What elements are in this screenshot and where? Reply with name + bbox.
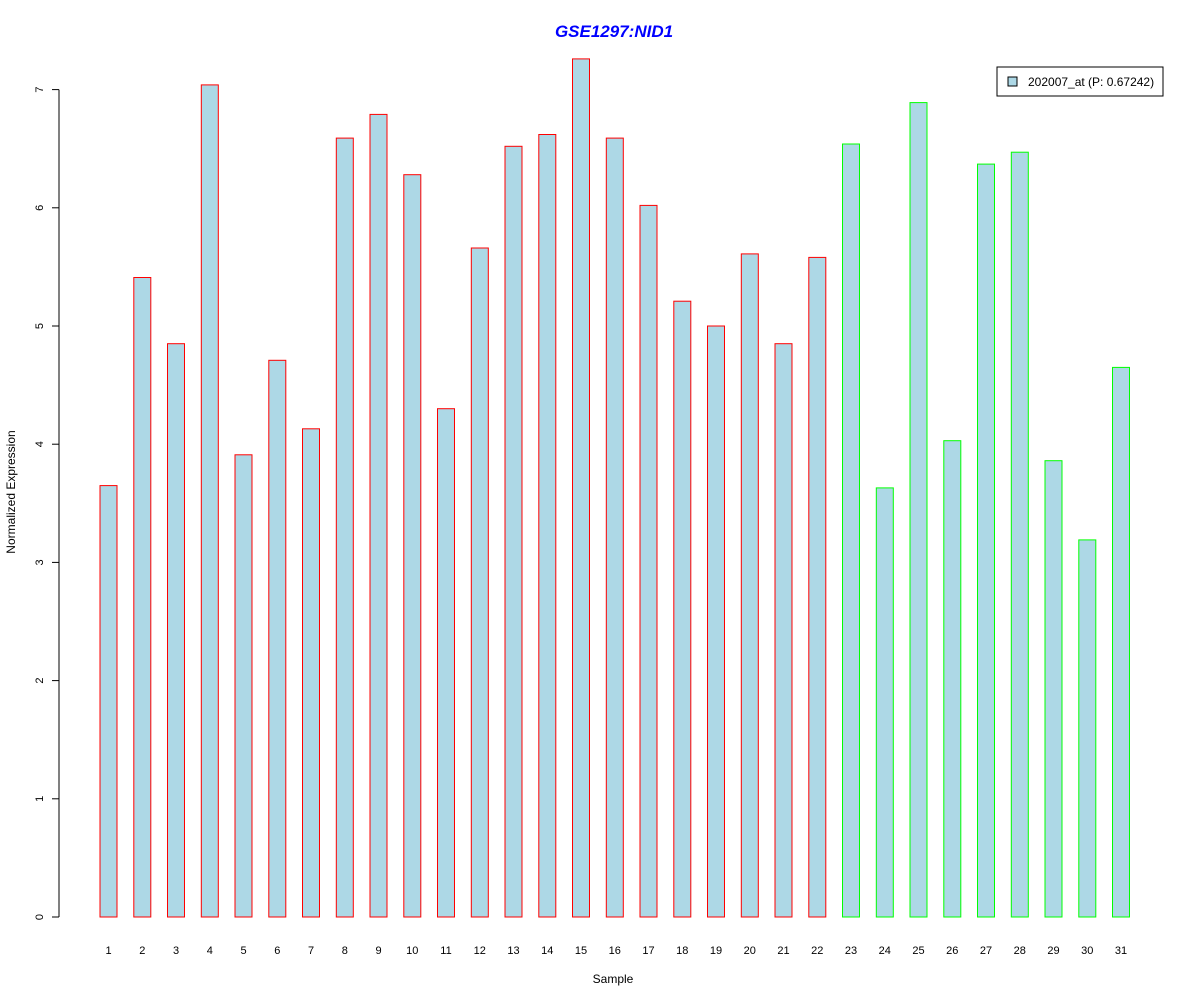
x-tick-label: 13 xyxy=(507,945,519,957)
x-tick-label: 23 xyxy=(845,945,857,957)
bar-sample-14 xyxy=(538,134,557,918)
chart-title: GSE1297:NID1 xyxy=(555,22,673,41)
y-tick-label: 3 xyxy=(34,559,46,565)
y-tick-label: 7 xyxy=(34,87,46,93)
x-tick-label: 11 xyxy=(440,945,451,957)
y-tick-label: 0 xyxy=(34,914,46,920)
y-axis-title: Normalized Expression xyxy=(4,430,18,553)
bar-sample-4 xyxy=(200,84,219,918)
bar-sample-15 xyxy=(572,58,590,918)
x-tick-label: 9 xyxy=(375,945,381,957)
bar-sample-20 xyxy=(740,253,759,918)
bar-sample-2 xyxy=(133,277,152,918)
x-tick-label: 22 xyxy=(811,945,823,957)
x-axis-title: Sample xyxy=(593,972,634,986)
x-tick-label: 26 xyxy=(946,945,958,957)
legend-box xyxy=(996,66,1164,97)
y-tick-label: 5 xyxy=(34,323,46,329)
y-tick-label: 6 xyxy=(34,205,46,211)
bar-sample-22 xyxy=(808,256,827,918)
x-tick-label: 31 xyxy=(1115,945,1127,957)
y-axis: 0 1 2 3 4 5 6 7 xyxy=(34,87,60,920)
bar-sample-23 xyxy=(842,143,860,918)
bar-sample-16 xyxy=(605,137,624,918)
bar-sample-24 xyxy=(875,487,894,918)
bar-sample-11 xyxy=(437,408,455,918)
bar-sample-27 xyxy=(977,163,995,918)
x-tick-label: 25 xyxy=(912,945,924,957)
bar-sample-6 xyxy=(268,359,287,918)
x-tick-label: 4 xyxy=(207,945,213,957)
bar-sample-28 xyxy=(1010,151,1029,918)
bar-sample-9 xyxy=(369,113,388,918)
x-tick-label: 18 xyxy=(676,945,688,957)
bar-sample-7 xyxy=(302,428,320,918)
x-tick-label: 14 xyxy=(541,945,553,957)
x-tick-label: 10 xyxy=(406,945,418,957)
bar-sample-25 xyxy=(909,102,928,918)
bar-sample-31 xyxy=(1112,366,1130,918)
bar-sample-29 xyxy=(1044,460,1063,918)
x-tick-label: 27 xyxy=(980,945,992,957)
x-tick-label: 8 xyxy=(342,945,348,957)
legend-label: 202007_at (P: 0.67242) xyxy=(1028,75,1154,89)
bar-sample-10 xyxy=(403,174,422,918)
x-tick-label: 16 xyxy=(609,945,621,957)
bar-sample-8 xyxy=(335,137,354,918)
x-tick-label: 3 xyxy=(173,945,179,957)
bar-sample-30 xyxy=(1078,539,1097,918)
bar-sample-13 xyxy=(504,145,523,918)
y-tick-label: 4 xyxy=(34,441,46,447)
bar-sample-1 xyxy=(99,485,118,918)
legend: 202007_at (P: 0.67242) xyxy=(996,66,1164,97)
x-tick-label: 17 xyxy=(642,945,654,957)
bar-sample-5 xyxy=(234,454,253,918)
x-tick-label: 28 xyxy=(1014,945,1026,957)
bar-sample-19 xyxy=(707,325,725,918)
bars xyxy=(99,58,1130,918)
x-tick-labels: 1 2 3 4 5 6 7 8 9 10 11 12 13 14 15 16 17 18 19 20 21 22 23 24 2… xyxy=(105,945,1127,957)
bar-sample-18 xyxy=(673,300,692,918)
bar-sample-12 xyxy=(470,247,489,918)
bar-sample-26 xyxy=(943,440,962,918)
x-tick-label: 20 xyxy=(744,945,756,957)
x-tick-label: 21 xyxy=(777,945,789,957)
legend-swatch xyxy=(1007,76,1018,87)
x-tick-label: 5 xyxy=(240,945,246,957)
y-tick-label: 2 xyxy=(34,678,46,684)
x-tick-label: 12 xyxy=(474,945,486,957)
x-tick-label: 30 xyxy=(1081,945,1093,957)
x-tick-label: 29 xyxy=(1047,945,1059,957)
x-tick-label: 1 xyxy=(105,945,111,957)
y-tick-label: 1 xyxy=(34,796,46,802)
x-tick-label: 19 xyxy=(710,945,722,957)
x-tick-label: 7 xyxy=(308,945,314,957)
bar-sample-21 xyxy=(774,343,793,918)
x-tick-label: 2 xyxy=(139,945,145,957)
bar-sample-3 xyxy=(167,343,185,918)
bar-sample-17 xyxy=(639,204,658,918)
x-tick-label: 15 xyxy=(575,945,587,957)
x-tick-label: 24 xyxy=(879,945,891,957)
x-tick-label: 6 xyxy=(274,945,280,957)
